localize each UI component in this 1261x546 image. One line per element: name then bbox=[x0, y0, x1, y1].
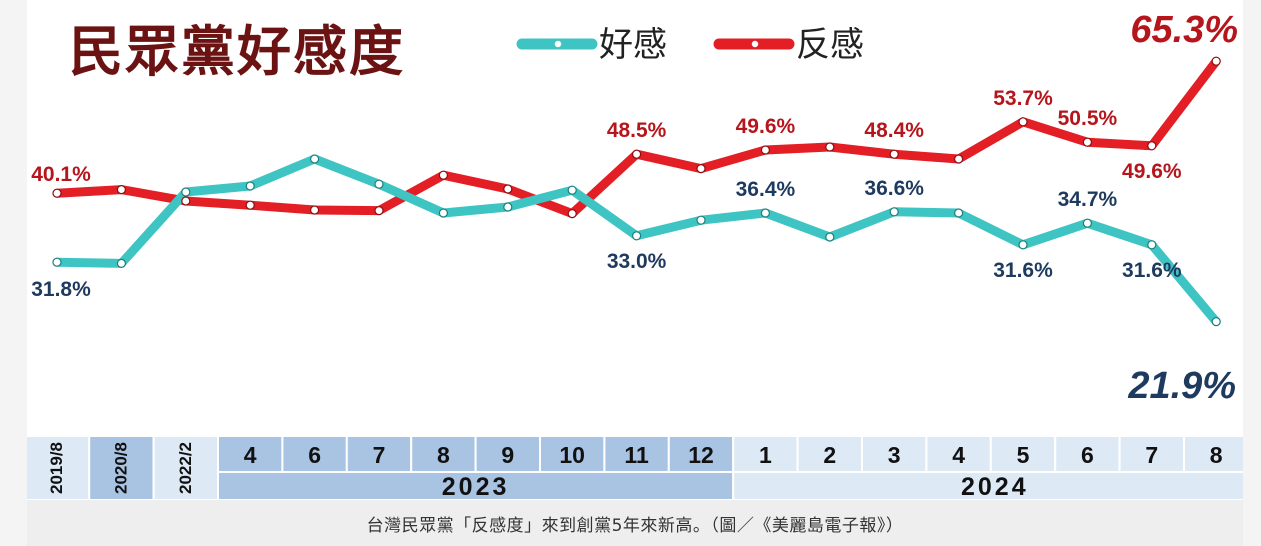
chart-svg: 民眾黨好感度 好感 反感 31.8% 33.0% 36.4% 36.6% 31.6% 34.7%… bbox=[27, 9, 1243, 500]
axis-tick-label: 5 bbox=[1017, 442, 1030, 468]
data-point bbox=[438, 208, 448, 218]
data-label: 31.8% bbox=[31, 278, 91, 301]
axis-tick-label: 2019/8 bbox=[47, 442, 66, 494]
chart-figure: 民眾黨好感度 好感 反感 31.8% 33.0% 36.4% 36.6% 31.6% 34.7%… bbox=[27, 0, 1243, 500]
legend-item-favorable: 好感 bbox=[516, 25, 667, 65]
data-point bbox=[52, 188, 62, 198]
data-label: 49.6% bbox=[1122, 160, 1182, 183]
data-point bbox=[503, 202, 513, 212]
axis-tick-label: 6 bbox=[308, 442, 321, 468]
data-label: 36.4% bbox=[736, 178, 796, 201]
data-point bbox=[567, 209, 577, 219]
figure-caption: 台灣民眾黨「反感度」來到創黨5年來新高。（圖／《美麗島電子報》） bbox=[366, 515, 904, 536]
axis-tick-label: 6 bbox=[1081, 442, 1094, 468]
axis-cell bbox=[1054, 435, 1121, 473]
data-label: 48.5% bbox=[607, 119, 667, 142]
data-point bbox=[52, 257, 62, 267]
data-point bbox=[1018, 117, 1028, 127]
data-point bbox=[438, 170, 448, 180]
data-label: 33.0% bbox=[607, 250, 667, 273]
axis-cell bbox=[1118, 435, 1185, 473]
data-point bbox=[953, 208, 964, 218]
data-point bbox=[245, 200, 255, 210]
axis-tick-label: 1 bbox=[759, 442, 772, 468]
axis-cell bbox=[217, 435, 284, 473]
axis-cell bbox=[925, 435, 992, 473]
data-point bbox=[374, 179, 384, 189]
axis-tick-label: 8 bbox=[437, 442, 450, 468]
data-point bbox=[696, 215, 706, 225]
data-point bbox=[1018, 240, 1028, 250]
axis-cell bbox=[732, 435, 799, 473]
data-point bbox=[760, 145, 771, 155]
axis-tick-label: 12 bbox=[688, 442, 714, 468]
data-point bbox=[181, 187, 191, 197]
axis-tick-label: 9 bbox=[501, 442, 514, 468]
data-point bbox=[310, 154, 320, 164]
data-point bbox=[631, 149, 642, 159]
legend-label: 反感 bbox=[796, 25, 864, 65]
data-point bbox=[310, 205, 320, 215]
axis-tick-label: 8 bbox=[1210, 442, 1223, 468]
data-label: 65.3% bbox=[1130, 9, 1238, 51]
year-label: 2024 bbox=[961, 473, 1029, 500]
axis-tick-label: 7 bbox=[373, 442, 386, 468]
data-label: 48.4% bbox=[864, 119, 924, 142]
axis-cell bbox=[27, 435, 91, 500]
legend-marker bbox=[750, 39, 760, 49]
legend-marker bbox=[553, 39, 563, 49]
axis-tick-label: 7 bbox=[1145, 442, 1158, 468]
data-point bbox=[116, 258, 127, 268]
axis-cell bbox=[152, 435, 219, 500]
legend-item-unfavorable: 反感 bbox=[713, 25, 864, 65]
data-point bbox=[825, 232, 835, 242]
data-label: 53.7% bbox=[993, 87, 1053, 110]
caption-bar: 台灣民眾黨「反感度」來到創黨5年來新高。（圖／《美麗島電子報》） bbox=[27, 500, 1243, 546]
data-point bbox=[245, 181, 255, 191]
data-point bbox=[1082, 218, 1093, 228]
data-point bbox=[503, 184, 513, 194]
data-point bbox=[696, 164, 706, 174]
axis-tick-label: 2 bbox=[823, 442, 836, 468]
data-point bbox=[1147, 141, 1157, 151]
data-point bbox=[889, 207, 899, 217]
data-point bbox=[1211, 317, 1221, 327]
data-point bbox=[825, 142, 835, 152]
chart-title: 民眾黨好感度 bbox=[69, 19, 405, 83]
data-point bbox=[374, 206, 384, 216]
data-point bbox=[631, 231, 642, 241]
data-label: 21.9% bbox=[1127, 365, 1236, 407]
axis-tick-label: 4 bbox=[244, 442, 257, 468]
data-point bbox=[889, 149, 899, 159]
axis-tick-label: 4 bbox=[952, 442, 965, 468]
data-point bbox=[181, 196, 191, 206]
data-label: 49.6% bbox=[736, 115, 796, 138]
data-label: 50.5% bbox=[1058, 107, 1118, 130]
year-label: 2023 bbox=[442, 473, 510, 500]
axis-cell bbox=[1183, 435, 1243, 473]
axis-cell bbox=[410, 435, 477, 473]
data-label: 34.7% bbox=[1058, 188, 1118, 211]
data-point bbox=[1147, 240, 1157, 250]
axis-tick-label: 3 bbox=[888, 442, 901, 468]
data-label: 31.6% bbox=[993, 259, 1053, 282]
axis-tick-label: 2022/2 bbox=[176, 442, 195, 494]
data-point bbox=[1082, 137, 1093, 147]
data-label: 36.6% bbox=[864, 177, 924, 200]
axis-tick-label: 11 bbox=[624, 442, 649, 468]
year-band bbox=[732, 471, 1243, 500]
data-label: 31.6% bbox=[1122, 259, 1182, 282]
axis-tick-label: 2020/8 bbox=[111, 442, 130, 494]
data-point bbox=[760, 208, 771, 218]
data-label: 40.1% bbox=[31, 163, 91, 186]
data-point bbox=[116, 185, 127, 195]
axis-cell bbox=[345, 435, 413, 473]
axis-tick-label: 10 bbox=[559, 442, 585, 468]
data-point bbox=[1211, 56, 1221, 66]
legend-label: 好感 bbox=[599, 25, 667, 65]
data-point bbox=[953, 154, 964, 164]
data-point bbox=[567, 185, 577, 195]
